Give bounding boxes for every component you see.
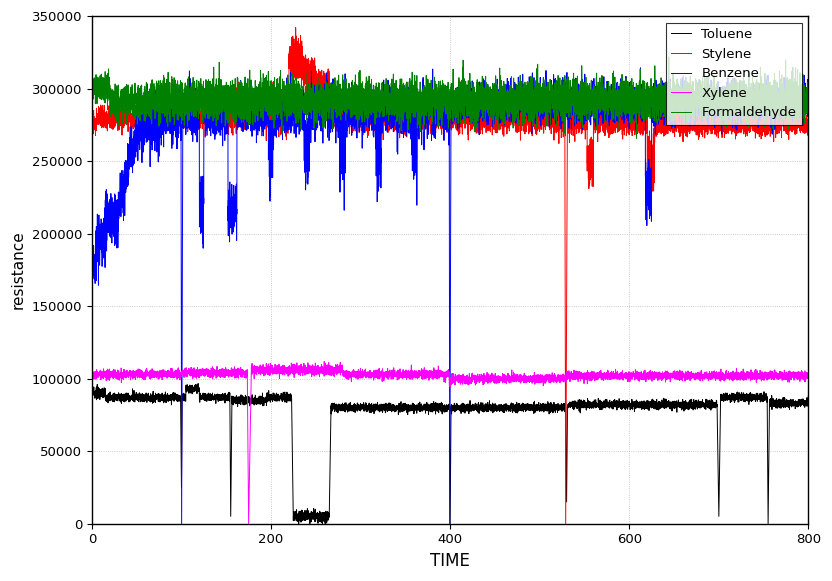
Stylene xyxy=(87,111,97,118)
Benzene xyxy=(804,110,814,117)
Formaldehyde xyxy=(87,83,97,90)
Xylene xyxy=(244,520,254,527)
Toluene xyxy=(193,380,203,387)
Legend: Toluene, Stylene, Benzene, Xylene, Formaldehyde: Toluene, Stylene, Benzene, Xylene, Forma… xyxy=(666,23,802,125)
Formaldehyde xyxy=(664,53,674,60)
Formaldehyde xyxy=(511,95,521,102)
Formaldehyde xyxy=(346,113,356,120)
Benzene xyxy=(542,104,552,111)
Stylene xyxy=(511,119,521,126)
Line: Formaldehyde: Formaldehyde xyxy=(92,57,809,138)
Formaldehyde xyxy=(618,102,628,109)
Stylene xyxy=(290,24,300,31)
Stylene xyxy=(542,117,552,124)
Toluene xyxy=(346,403,356,410)
Stylene xyxy=(618,114,628,121)
Toluene xyxy=(87,383,97,390)
Xylene xyxy=(542,375,552,382)
Benzene xyxy=(618,97,628,104)
Xylene xyxy=(123,372,133,379)
Toluene xyxy=(511,410,521,417)
Y-axis label: resistance: resistance xyxy=(11,231,26,309)
Toluene xyxy=(294,520,304,527)
Benzene xyxy=(346,106,356,113)
Formaldehyde xyxy=(804,95,814,102)
X-axis label: TIME: TIME xyxy=(430,552,470,570)
Xylene xyxy=(618,374,628,381)
Formaldehyde xyxy=(656,106,666,113)
Benzene xyxy=(176,520,186,527)
Formaldehyde xyxy=(631,135,641,142)
Stylene xyxy=(656,115,666,122)
Benzene xyxy=(87,261,97,268)
Xylene xyxy=(511,372,521,379)
Stylene xyxy=(123,118,133,125)
Stylene xyxy=(346,122,356,129)
Benzene xyxy=(656,106,666,113)
Line: Xylene: Xylene xyxy=(92,361,809,523)
Line: Benzene: Benzene xyxy=(92,68,809,523)
Toluene xyxy=(804,392,814,399)
Xylene xyxy=(346,369,356,376)
Xylene xyxy=(804,370,814,376)
Line: Toluene: Toluene xyxy=(92,383,809,523)
Benzene xyxy=(123,167,133,174)
Xylene xyxy=(87,372,97,379)
Toluene xyxy=(542,406,552,413)
Stylene xyxy=(561,520,571,527)
Toluene xyxy=(618,401,628,408)
Benzene xyxy=(511,120,521,127)
Toluene xyxy=(123,396,133,403)
Stylene xyxy=(804,116,814,123)
Formaldehyde xyxy=(542,116,552,123)
Benzene xyxy=(636,64,646,71)
Xylene xyxy=(319,358,329,365)
Xylene xyxy=(656,373,666,380)
Toluene xyxy=(656,404,666,411)
Formaldehyde xyxy=(123,108,133,115)
Line: Stylene: Stylene xyxy=(92,28,809,523)
